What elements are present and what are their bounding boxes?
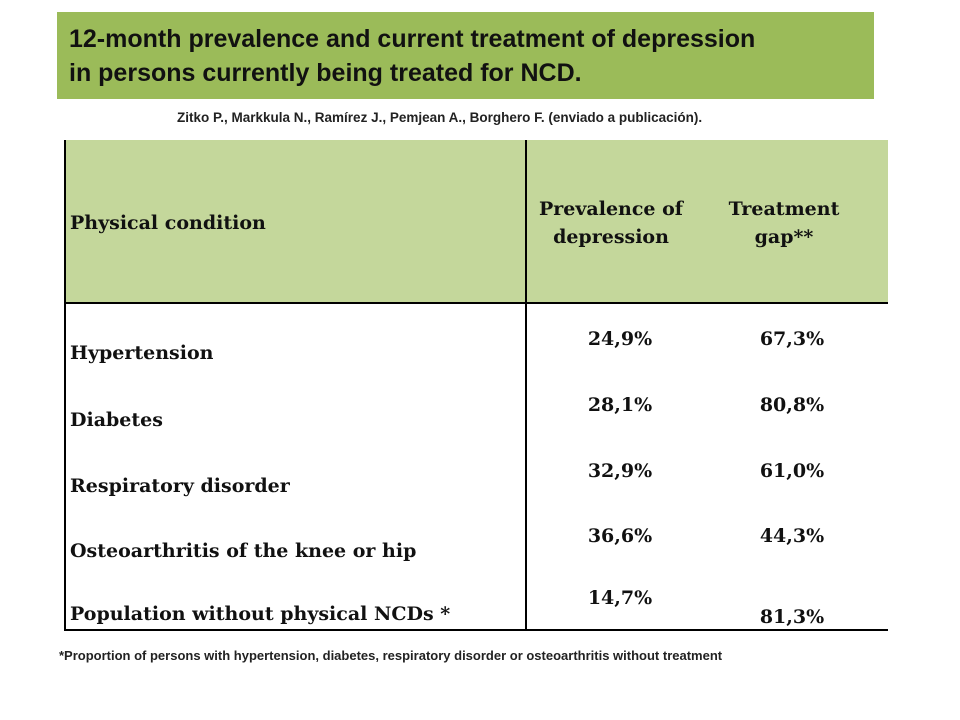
row-prevalence: 24,9%	[587, 328, 653, 350]
title-banner: 12-month prevalence and current treatmen…	[57, 12, 874, 99]
header-gap-line-2: gap**	[754, 226, 814, 248]
table-header-divider	[64, 302, 888, 304]
title-line-1: 12-month prevalence and current treatmen…	[69, 25, 756, 53]
row-condition: Osteoarthritis of the knee or hip	[70, 540, 417, 562]
row-prevalence: 14,7%	[587, 587, 653, 609]
citation: Zitko P., Markkula N., Ramírez J., Pemje…	[177, 110, 703, 125]
row-gap: 67,3%	[759, 328, 825, 350]
row-prevalence: 36,6%	[587, 525, 653, 547]
table-left-border	[64, 140, 66, 631]
header-prevalence-line-2: depression	[553, 226, 669, 248]
table-bottom-border	[64, 629, 888, 631]
row-gap: 81,3%	[759, 606, 825, 628]
row-gap: 61,0%	[759, 460, 825, 482]
row-gap: 44,3%	[759, 525, 825, 547]
footnote: *Proportion of persons with hypertension…	[59, 648, 723, 663]
header-physical-condition: Physical condition	[70, 212, 266, 234]
row-prevalence: 28,1%	[587, 394, 653, 416]
row-condition: Population without physical NCDs *	[70, 603, 451, 625]
table-header-background	[64, 140, 888, 303]
title-line-2: in persons currently being treated for N…	[69, 59, 582, 87]
table-column-divider	[525, 140, 527, 631]
header-prevalence-line-1: Prevalence of	[539, 198, 683, 220]
data-table: Physical condition Prevalence of depress…	[64, 140, 888, 631]
row-condition: Diabetes	[70, 409, 163, 431]
header-prevalence: Prevalence of depression	[526, 195, 696, 251]
row-prevalence: 32,9%	[587, 460, 653, 482]
row-condition: Hypertension	[70, 342, 214, 364]
header-treatment-gap: Treatment gap**	[704, 195, 864, 251]
row-gap: 80,8%	[759, 394, 825, 416]
row-condition: Respiratory disorder	[70, 475, 290, 497]
header-gap-line-1: Treatment	[728, 198, 840, 220]
